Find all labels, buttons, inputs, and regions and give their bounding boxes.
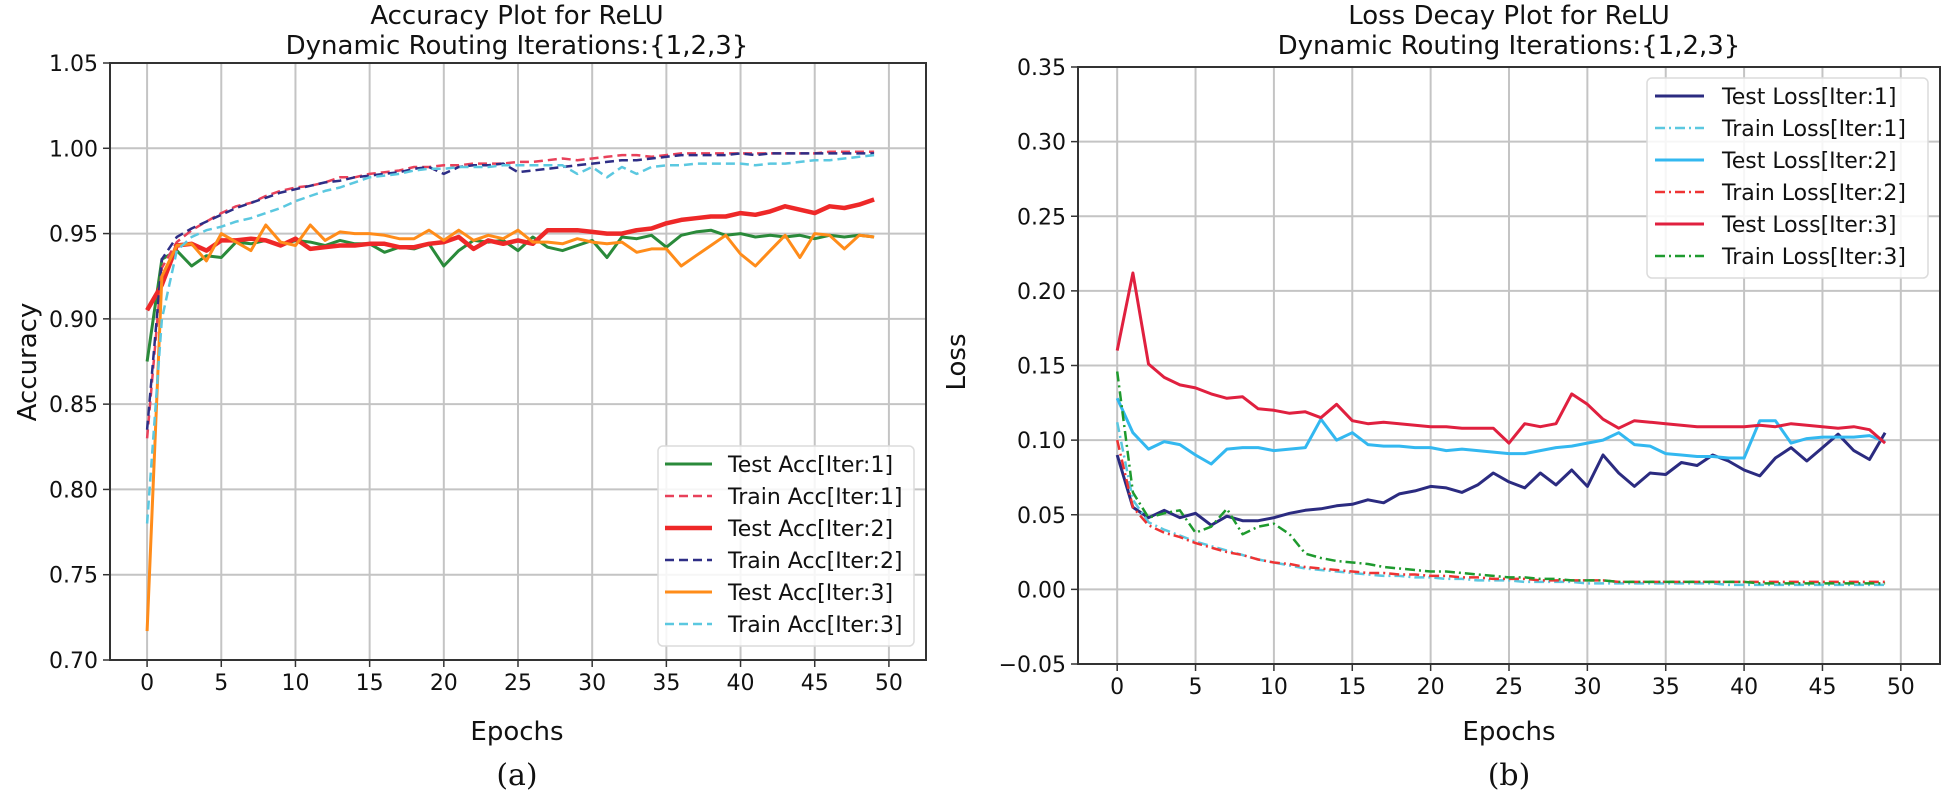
x-tick-label: 40 — [1730, 675, 1758, 700]
chart-subtitle: Dynamic Routing Iterations:{1,2,3} — [286, 31, 749, 61]
plot-frame — [1077, 66, 1941, 665]
subfigure-caption: (a) — [496, 758, 537, 793]
x-tick-label: 0 — [140, 671, 154, 696]
y-tick-label: 0.70 — [49, 649, 98, 674]
y-tick-label: 0.20 — [1017, 280, 1066, 305]
legend-label: Test Loss[Iter:2] — [1721, 149, 1896, 174]
legend: Test Loss[Iter:1] Train Loss[Iter:1] Test … — [1646, 77, 1929, 279]
accuracy-chart: Accuracy Plot for ReLU Dynamic Routing I… — [13, 1, 927, 793]
series-line-test-loss-iter-2 — [1115, 397, 1886, 466]
x-tick-label: 25 — [504, 671, 532, 696]
series-line-test-loss-iter-1 — [1115, 431, 1887, 527]
y-tick-label: 0.80 — [49, 478, 98, 503]
y-tick-label: 0.10 — [1017, 429, 1066, 454]
legend-label: Train Acc[Iter:2] — [727, 549, 903, 574]
legend-label: Train Loss[Iter:3] — [1721, 245, 1906, 270]
subfigure-caption: (b) — [1488, 758, 1531, 793]
series-line-test-loss-iter-3 — [1115, 271, 1887, 445]
x-tick-label: 50 — [1887, 675, 1915, 700]
loss-chart: Loss Decay Plot for ReLU Dynamic Routing… — [942, 1, 1941, 793]
x-tick-label: 25 — [1495, 675, 1523, 700]
series-line-train-acc-iter-2 — [145, 152, 875, 430]
x-tick-label: 20 — [1417, 675, 1445, 700]
series-line-train-loss-iter-3 — [1115, 371, 1886, 585]
legend-label: Test Loss[Iter:3] — [1721, 213, 1896, 238]
chart-title: Loss Decay Plot for ReLU — [1348, 1, 1670, 31]
plot-frame — [109, 62, 927, 661]
chart-title: Accuracy Plot for ReLU — [370, 1, 663, 31]
x-tick-label: 45 — [801, 671, 829, 696]
y-tick-label: 0.05 — [1017, 504, 1066, 529]
series-line-test-acc-iter-3 — [145, 223, 875, 632]
legend-label: Test Loss[Iter:1] — [1721, 85, 1896, 110]
y-tick-label: 0.00 — [1017, 578, 1066, 603]
x-tick-label: 35 — [652, 671, 680, 696]
x-tick-label: 5 — [1189, 675, 1203, 700]
legend-label: Train Loss[Iter:1] — [1721, 117, 1906, 142]
legend-box — [1646, 77, 1929, 279]
y-tick-label: −0.05 — [999, 653, 1066, 678]
legend-label: Test Acc[Iter:1] — [727, 453, 893, 478]
y-tick-label: 0.75 — [49, 564, 98, 589]
y-tick-label: 0.90 — [49, 308, 98, 333]
y-tick-label: 1.00 — [49, 137, 98, 162]
y-tick-label: 0.95 — [49, 223, 98, 248]
series-line-train-loss-iter-1 — [1115, 421, 1886, 587]
x-tick-label: 15 — [356, 671, 384, 696]
x-tick-label: 40 — [727, 671, 755, 696]
x-tick-label: 10 — [281, 671, 309, 696]
x-tick-label: 20 — [430, 671, 458, 696]
series-line-test-acc-iter-2 — [145, 197, 875, 312]
y-tick-label: 0.30 — [1017, 131, 1066, 156]
x-tick-label: 50 — [875, 671, 903, 696]
x-axis-label: Epochs — [470, 717, 563, 747]
x-tick-label: 35 — [1652, 675, 1680, 700]
x-tick-label: 30 — [1573, 675, 1601, 700]
series-line-train-acc-iter-1 — [145, 150, 875, 439]
x-tick-label: 45 — [1808, 675, 1836, 700]
x-tick-label: 5 — [214, 671, 228, 696]
chart-subtitle: Dynamic Routing Iterations:{1,2,3} — [1278, 31, 1741, 61]
legend-label: Test Acc[Iter:2] — [727, 517, 893, 542]
legend-label: Train Acc[Iter:1] — [727, 485, 903, 510]
legend-box — [657, 445, 915, 647]
legend-label: Train Acc[Iter:3] — [727, 613, 903, 638]
y-tick-label: 0.15 — [1017, 355, 1066, 380]
legend-label: Train Loss[Iter:2] — [1721, 181, 1906, 206]
series-line-test-acc-iter-1 — [145, 228, 875, 362]
y-axis-label: Accuracy — [13, 303, 43, 422]
x-tick-label: 10 — [1260, 675, 1288, 700]
x-tick-label: 0 — [1110, 675, 1124, 700]
legend: Test Acc[Iter:1] Train Acc[Iter:1] Test Ac… — [657, 445, 915, 647]
legend-label: Test Acc[Iter:3] — [727, 581, 893, 606]
y-tick-label: 0.35 — [1017, 56, 1066, 81]
x-tick-label: 15 — [1338, 675, 1366, 700]
y-tick-label: 1.05 — [49, 52, 98, 77]
x-tick-label: 30 — [578, 671, 606, 696]
series-line-train-loss-iter-2 — [1115, 439, 1886, 584]
x-axis-label: Epochs — [1462, 717, 1555, 747]
y-axis-label: Loss — [942, 333, 972, 390]
y-tick-label: 0.85 — [49, 393, 98, 418]
y-tick-label: 0.25 — [1017, 205, 1066, 230]
